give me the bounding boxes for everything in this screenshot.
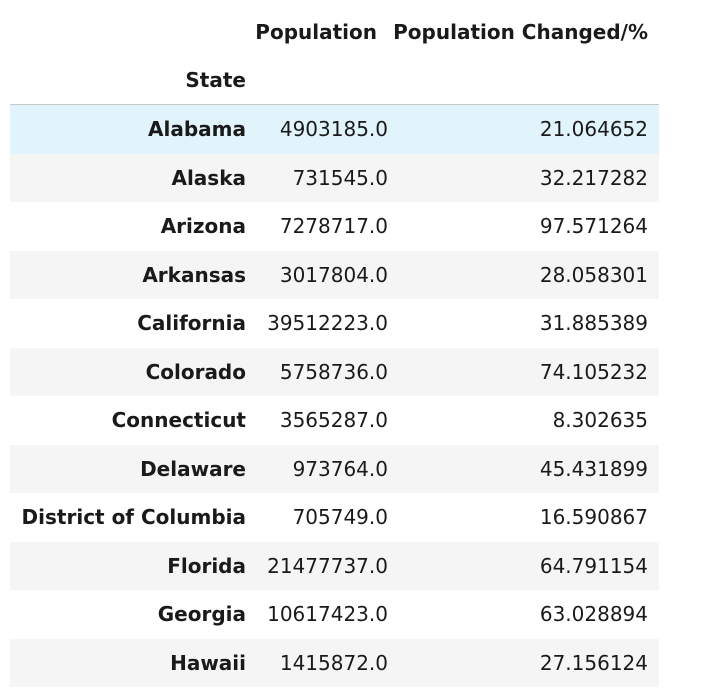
- cell-population: 1415872.0: [279, 650, 388, 675]
- row-index-state: Arkansas: [142, 262, 246, 287]
- cell-population-changed: 64.791154: [539, 553, 648, 578]
- table-row: Georgia 10617423.0 63.028894: [10, 590, 659, 639]
- cell-population-changed: 16.590867: [539, 505, 648, 530]
- column-header-population-changed: Population Changed/%: [393, 20, 648, 44]
- cell-population-changed: 45.431899: [539, 456, 648, 481]
- row-index-state: Connecticut: [111, 408, 246, 433]
- index-name-header: State: [10, 56, 246, 105]
- cell-population-changed: 8.302635: [552, 408, 648, 433]
- cell-population: 5758736.0: [279, 359, 388, 384]
- cell-population-changed: 97.571264: [539, 214, 648, 239]
- row-index-state: Arizona: [160, 214, 246, 239]
- row-index-state: Florida: [167, 553, 246, 578]
- cell-population: 10617423.0: [267, 602, 388, 627]
- row-index-state: District of Columbia: [21, 505, 246, 530]
- index-row-blank-cell: [388, 56, 659, 105]
- table-row: Delaware 973764.0 45.431899: [10, 444, 659, 493]
- table-body: Alabama 4903185.0 21.064652 Alaska 731545.0 3…: [10, 104, 659, 687]
- cell-population: 4903185.0: [279, 117, 388, 142]
- cell-population-changed: 74.105232: [539, 359, 648, 384]
- table-row: Hawaii 1415872.0 27.156124: [10, 638, 659, 687]
- cell-population: 3017804.0: [279, 262, 388, 287]
- cell-population-changed: 21.064652: [539, 117, 648, 142]
- row-index-state: Alaska: [171, 165, 246, 190]
- table-header: Population Population Changed/% State: [10, 8, 659, 105]
- table-row: Colorado 5758736.0 74.105232: [10, 347, 659, 396]
- index-name-row: State: [10, 56, 659, 105]
- cell-population: 3565287.0: [279, 408, 388, 433]
- cell-population: 39512223.0: [267, 311, 388, 336]
- table-row: Connecticut 3565287.0 8.302635: [10, 396, 659, 445]
- index-row-blank-cell: [246, 56, 388, 105]
- column-header-row: Population Population Changed/%: [10, 8, 659, 56]
- column-header-population: Population: [255, 20, 377, 44]
- cell-population-changed: 28.058301: [539, 262, 648, 287]
- table-row: Alabama 4903185.0 21.064652: [10, 104, 659, 154]
- cell-population: 705749.0: [292, 505, 388, 530]
- dataframe-table: Population Population Changed/% State Al…: [10, 8, 659, 687]
- cell-population-changed: 63.028894: [539, 602, 648, 627]
- cell-population-changed: 27.156124: [539, 650, 648, 675]
- table-row: Arizona 7278717.0 97.571264: [10, 202, 659, 251]
- row-index-state: Delaware: [140, 456, 246, 481]
- table-row: District of Columbia 705749.0 16.590867: [10, 493, 659, 542]
- cell-population: 731545.0: [292, 165, 388, 190]
- row-index-state: Hawaii: [170, 650, 246, 675]
- blank-corner-header: [10, 8, 246, 56]
- table-row: California 39512223.0 31.885389: [10, 299, 659, 348]
- table-row: Florida 21477737.0 64.791154: [10, 541, 659, 590]
- cell-population: 973764.0: [292, 456, 388, 481]
- row-index-state: Georgia: [157, 602, 246, 627]
- row-index-state: Colorado: [145, 359, 246, 384]
- cell-population: 7278717.0: [279, 214, 388, 239]
- table-row: Alaska 731545.0 32.217282: [10, 153, 659, 202]
- row-index-state: California: [137, 311, 246, 336]
- table-row: Arkansas 3017804.0 28.058301: [10, 250, 659, 299]
- cell-population: 21477737.0: [267, 553, 388, 578]
- cell-population-changed: 31.885389: [539, 311, 648, 336]
- cell-population-changed: 32.217282: [539, 165, 648, 190]
- row-index-state: Alabama: [148, 117, 246, 142]
- dataframe-output: Population Population Changed/% State Al…: [10, 8, 659, 687]
